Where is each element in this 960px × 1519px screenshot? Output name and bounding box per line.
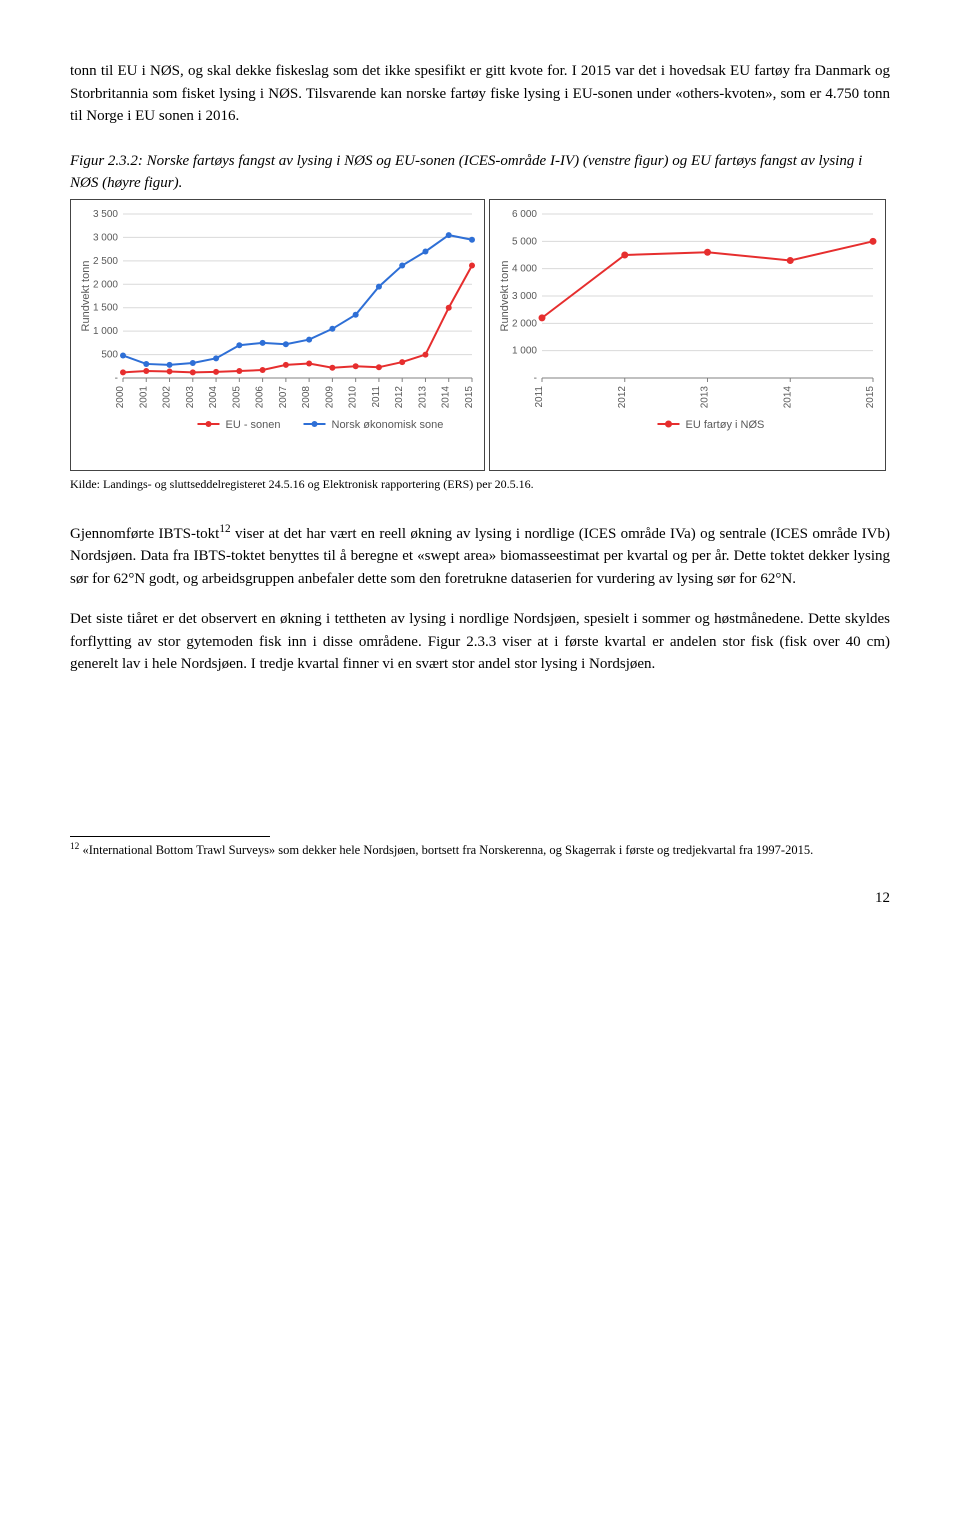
chart-left: - 500 1 000 1 500 2 000 2 500 3 000 3 500 Rundve… [70,199,485,471]
p2-text-a: Gjennomførte IBTS-tokt [70,526,219,542]
svg-text:Rundvekt tonn: Rundvekt tonn [499,260,511,331]
svg-text:2013: 2013 [417,385,428,408]
svg-text:2014: 2014 [782,385,793,408]
svg-text:2007: 2007 [278,385,289,408]
svg-text:EU - sonen: EU - sonen [226,419,281,431]
svg-text:2008: 2008 [301,385,312,408]
svg-text:2011: 2011 [534,385,545,407]
svg-text:2 000: 2 000 [93,279,118,290]
figure-source: Kilde: Landings- og sluttseddelregistere… [70,475,890,493]
figure-caption: Figur 2.3.2: Norske fartøys fangst av ly… [70,150,890,195]
footnote-ref-12: 12 [219,523,230,535]
page-number: 12 [70,887,890,910]
svg-text:2 500: 2 500 [93,255,118,266]
svg-text:-: - [534,373,537,384]
svg-text:2005: 2005 [231,385,242,408]
svg-text:1 500: 1 500 [93,302,118,313]
svg-text:2000: 2000 [115,385,126,408]
svg-text:2010: 2010 [348,385,359,408]
svg-text:2 000: 2 000 [512,318,537,329]
svg-text:1 000: 1 000 [93,326,118,337]
svg-text:Norsk økonomisk sone: Norsk økonomisk sone [332,419,444,431]
svg-text:3 000: 3 000 [512,291,537,302]
svg-text:2003: 2003 [185,385,196,408]
paragraph-3: Det siste tiåret er det observert en økn… [70,608,890,676]
svg-text:3 500: 3 500 [93,209,118,220]
svg-text:2009: 2009 [324,385,335,408]
charts-container: - 500 1 000 1 500 2 000 2 500 3 000 3 500 Rundve… [70,199,890,471]
svg-text:2014: 2014 [441,385,452,408]
svg-text:2013: 2013 [700,385,711,408]
svg-text:3 000: 3 000 [93,232,118,243]
svg-text:EU fartøy i NØS: EU fartøy i NØS [686,419,765,431]
chart-right: - 1 000 2 000 3 000 4 000 5 000 6 000 Rundvekt … [489,199,886,471]
svg-text:2012: 2012 [394,385,405,408]
svg-text:Rundvekt tonn: Rundvekt tonn [80,260,92,331]
paragraph-2: Gjennomførte IBTS-tokt12 viser at det ha… [70,521,890,591]
svg-text:2012: 2012 [617,385,628,408]
svg-text:2015: 2015 [464,385,475,408]
svg-text:500: 500 [101,349,118,360]
svg-text:2001: 2001 [138,385,149,408]
svg-text:5 000: 5 000 [512,236,537,247]
svg-text:2006: 2006 [255,385,266,408]
svg-text:2011: 2011 [371,385,382,407]
footnote-text: «International Bottom Trawl Surveys» som… [79,843,813,857]
footnote-num: 12 [70,842,79,852]
svg-text:6 000: 6 000 [512,209,537,220]
svg-text:2015: 2015 [865,385,876,408]
svg-text:1 000: 1 000 [512,345,537,356]
svg-text:4 000: 4 000 [512,263,537,274]
paragraph-1: tonn til EU i NØS, og skal dekke fiskesl… [70,60,890,128]
svg-text:2002: 2002 [162,385,173,408]
footnote-rule [70,836,270,837]
footnote-12: 12 «International Bottom Trawl Surveys» … [70,841,890,859]
svg-text:2004: 2004 [208,385,219,408]
svg-text:-: - [115,373,118,384]
